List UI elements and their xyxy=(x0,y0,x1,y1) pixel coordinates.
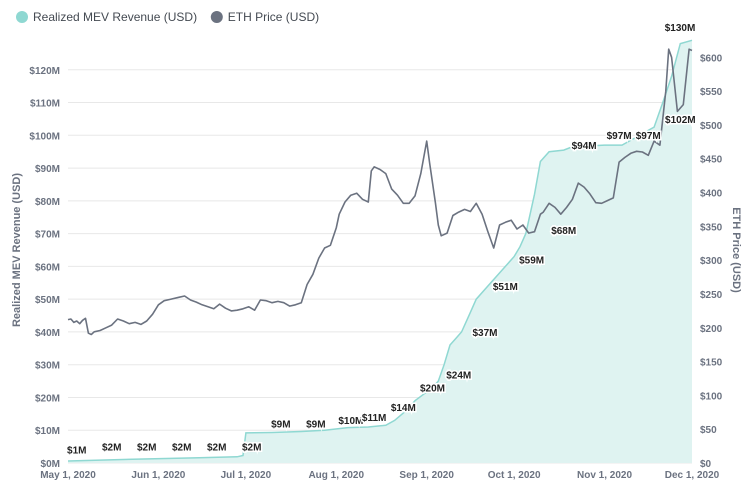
eth-price-line xyxy=(67,48,693,336)
data-label-14: $51M xyxy=(493,282,518,293)
data-label-6: $9M xyxy=(271,420,290,431)
y-right-axis-title: ETH Price (USD) xyxy=(730,207,742,293)
y-right-tick: $350 xyxy=(700,222,723,233)
data-label-21: $130M xyxy=(665,23,696,34)
data-label-10: $14M xyxy=(391,403,416,414)
y-left-tick: $90M xyxy=(35,164,60,175)
y-left-tick: $10M xyxy=(35,426,60,437)
y-right-tick: $600 xyxy=(700,53,723,64)
x-tick: Oct 1, 2020 xyxy=(488,470,541,481)
x-tick: Dec 1, 2020 xyxy=(665,470,720,481)
x-tick: Jun 1, 2020 xyxy=(131,470,185,481)
y-left-tick: $120M xyxy=(29,66,60,77)
y-left-tick: $20M xyxy=(35,393,60,404)
data-label-2: $2M xyxy=(137,442,156,453)
data-label-20: $102M xyxy=(665,115,696,126)
series-layer xyxy=(67,39,693,464)
y-right-tick: $0 xyxy=(700,459,712,470)
data-label-3: $2M xyxy=(172,442,191,453)
y-right-tick: $400 xyxy=(700,189,723,200)
mev-line xyxy=(67,39,693,462)
axes: $0M $10M $20M $30M $40M $50M $60M $70M $80M $90M $… xyxy=(11,53,742,481)
legend-label-0: Realized MEV Revenue (USD) xyxy=(33,10,197,24)
y-right-tick: $250 xyxy=(700,290,723,301)
y-left-tick: $40M xyxy=(35,328,60,339)
legend-marker-0 xyxy=(16,11,28,23)
x-tick: May 1, 2020 xyxy=(40,470,96,481)
legend: Realized MEV Revenue (USD) ETH Price (USD… xyxy=(16,10,319,24)
data-label-13: $37M xyxy=(472,328,497,339)
x-tick: Aug 1, 2020 xyxy=(308,470,364,481)
data-label-5: $2M xyxy=(242,442,261,453)
y-left-tick: $0M xyxy=(41,459,60,470)
data-label-17: $94M xyxy=(572,141,597,152)
data-label-9: $11M xyxy=(362,413,386,424)
data-label-4: $2M xyxy=(207,442,226,453)
y-right-tick: $50 xyxy=(700,425,717,436)
y-right-tick: $150 xyxy=(700,358,723,369)
mev-area xyxy=(68,40,692,464)
data-label-0: $1M xyxy=(67,446,86,457)
legend-label-1: ETH Price (USD) xyxy=(228,10,319,24)
y-left-tick: $70M xyxy=(35,230,60,241)
y-left-tick: $60M xyxy=(35,262,60,273)
y-left-tick: $80M xyxy=(35,197,60,208)
y-left-tick: $30M xyxy=(35,361,60,372)
y-left-tick: $110M xyxy=(30,99,60,110)
data-label-12: $24M xyxy=(446,370,471,381)
x-tick: Jul 1, 2020 xyxy=(221,470,272,481)
data-label-11: $20M xyxy=(420,383,445,394)
data-label-8: $10M xyxy=(338,416,363,427)
y-left-tick: $50M xyxy=(35,295,60,306)
data-label-19: $97M xyxy=(636,131,661,142)
data-label-16: $68M xyxy=(551,226,576,237)
x-tick: Nov 1, 2020 xyxy=(577,470,632,481)
y-right-tick: $550 xyxy=(700,87,723,98)
y-left-tick: $100M xyxy=(29,131,60,142)
y-right-tick: $100 xyxy=(700,391,723,402)
y-right-tick: $200 xyxy=(700,324,723,335)
data-label-18: $97M xyxy=(607,131,632,142)
y-right-tick: $300 xyxy=(700,256,723,267)
x-tick: Sep 1, 2020 xyxy=(399,470,454,481)
data-labels: $1M $2M $2M $2M $2M $2M $9M $9M $10M$11M $14M $20M… xyxy=(66,22,698,459)
legend-marker-1 xyxy=(210,11,223,23)
y-right-tick: $450 xyxy=(700,155,723,166)
data-label-1: $2M xyxy=(102,442,121,453)
data-label-15: $59M xyxy=(519,256,544,267)
data-label-7: $9M xyxy=(306,420,325,431)
y-left-axis-title: Realized MEV Revenue (USD) xyxy=(11,173,23,327)
y-right-tick: $500 xyxy=(700,121,723,132)
